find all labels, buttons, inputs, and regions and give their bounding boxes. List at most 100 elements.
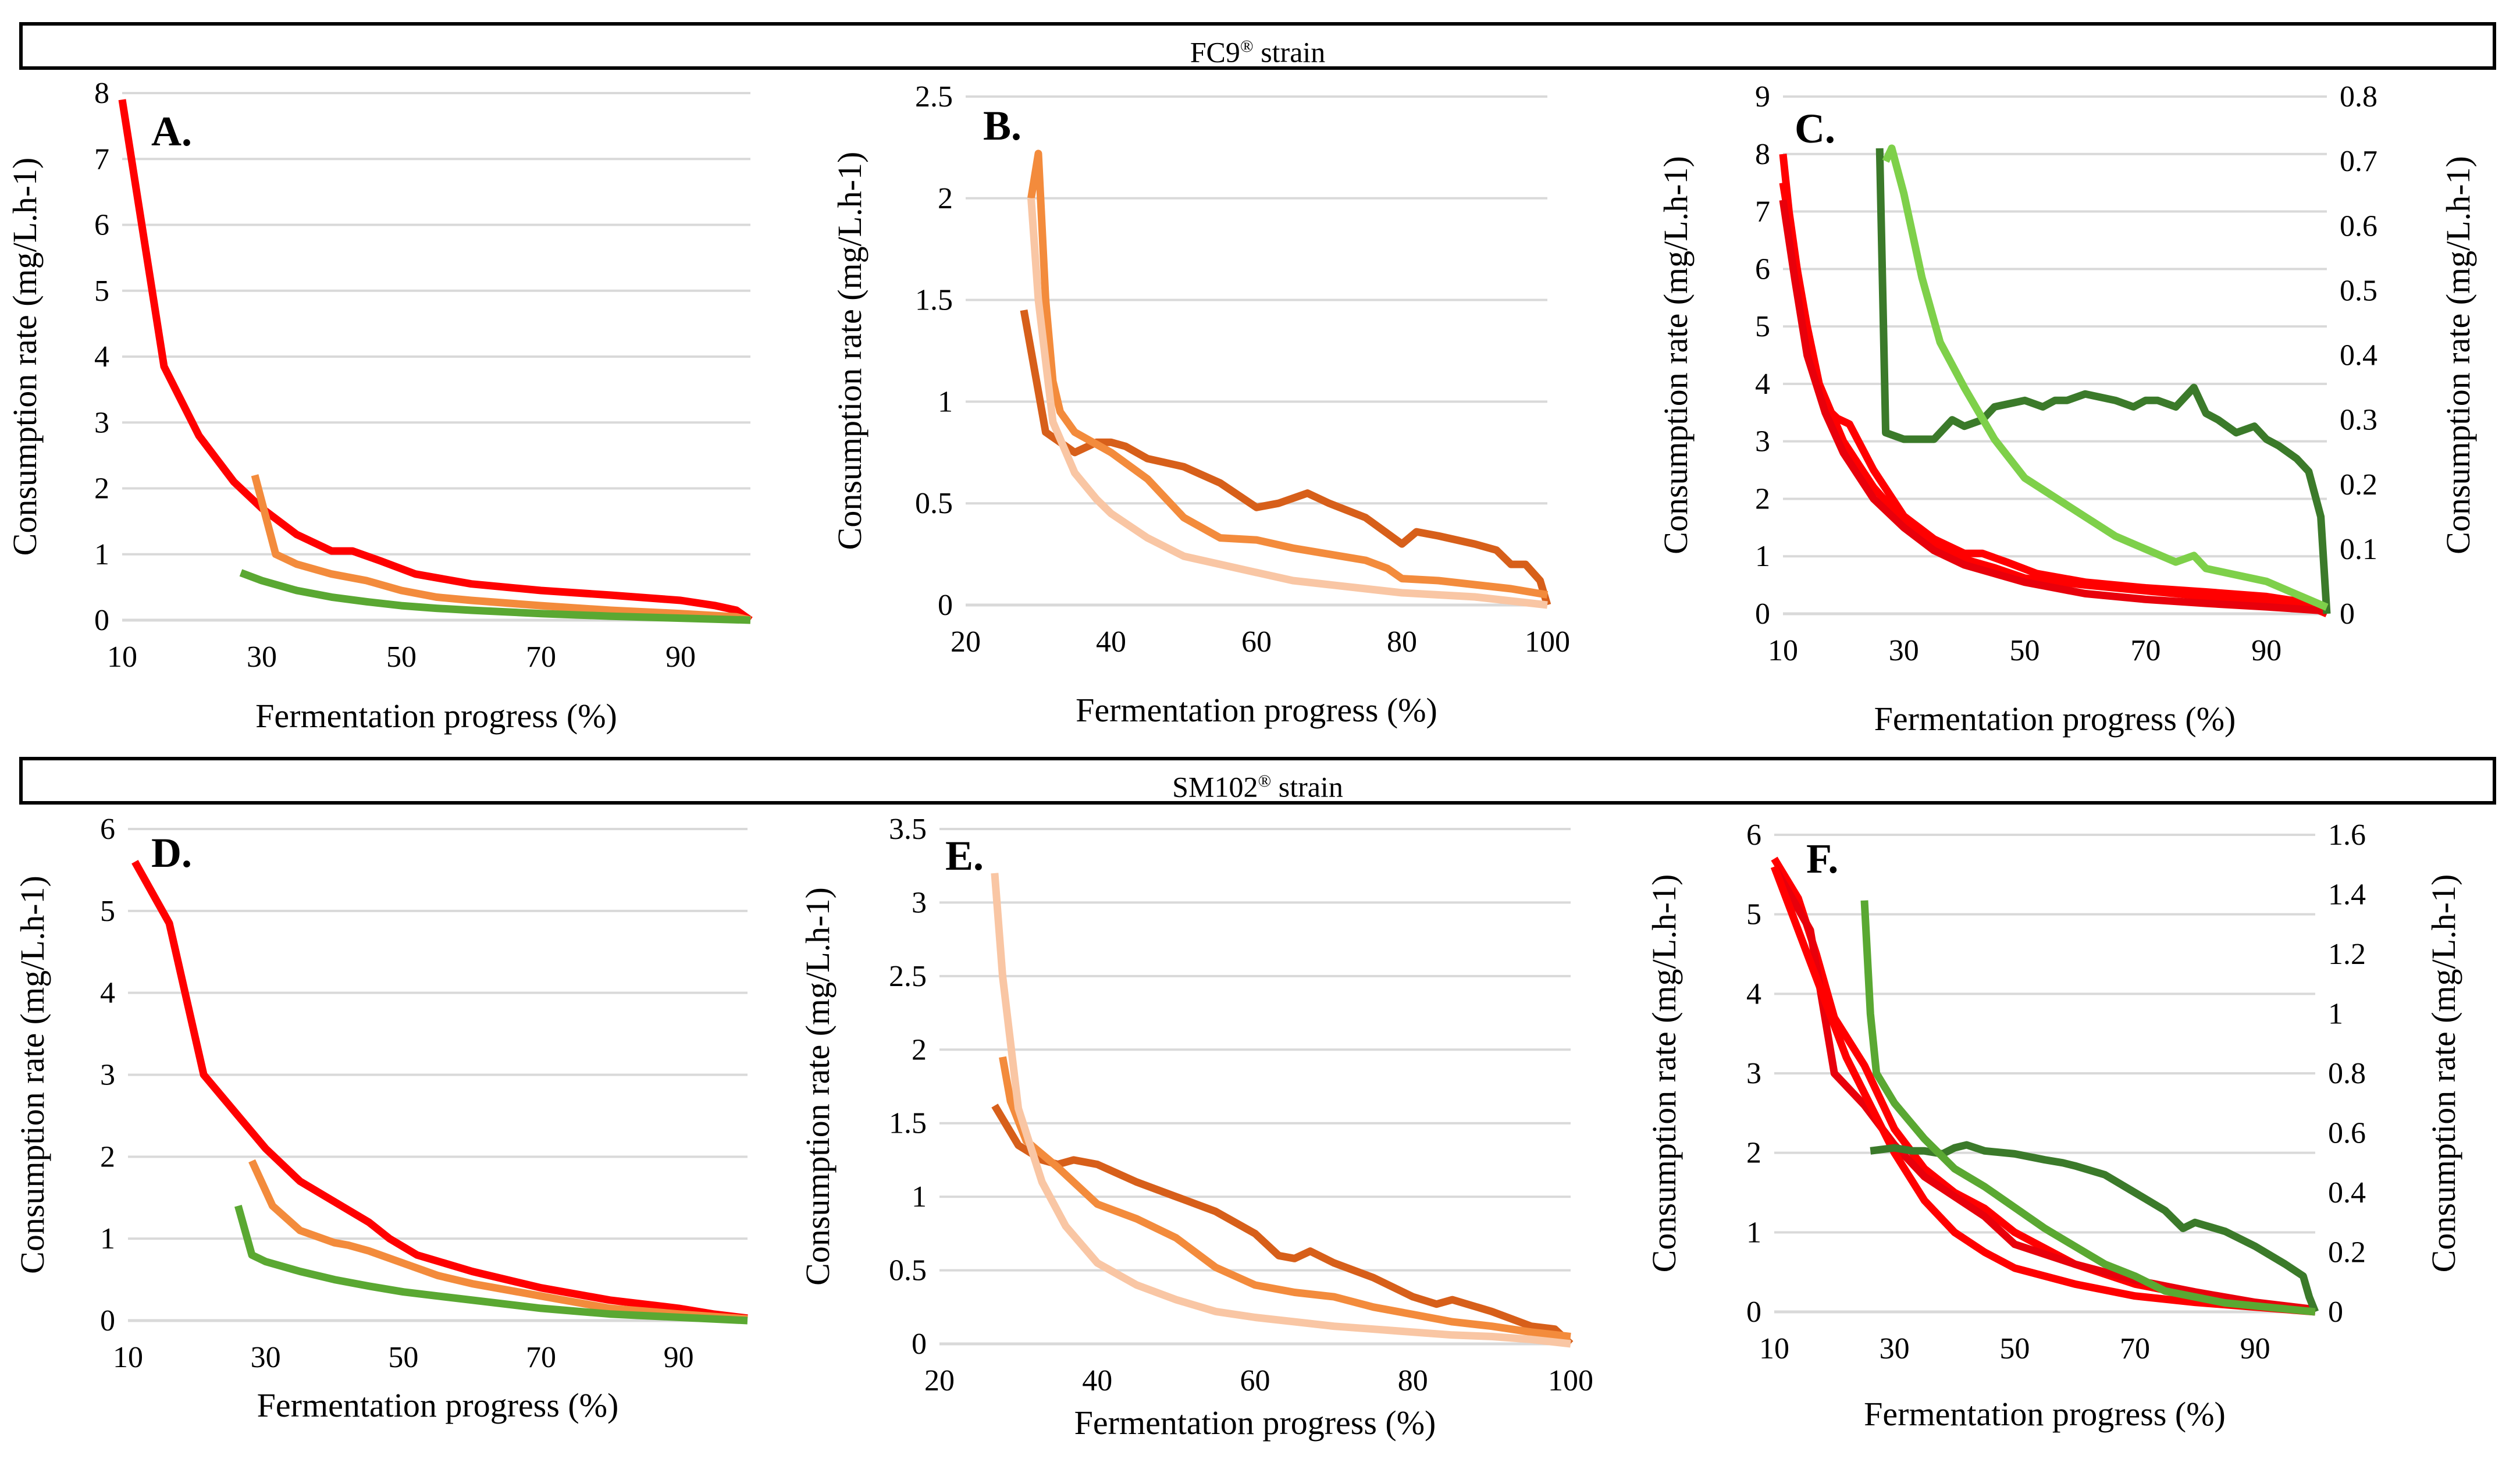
y-tick-label: 2 bbox=[912, 1033, 927, 1066]
y-tick-label: 1 bbox=[1755, 540, 1770, 573]
x-tick-label: 30 bbox=[251, 1341, 281, 1374]
y-axis-label: Consumption rate (mg/L.h-1) bbox=[1657, 156, 1695, 554]
x-tick-label: 100 bbox=[1525, 625, 1570, 659]
y-tick-label: 4 bbox=[1755, 368, 1770, 401]
y-tick-label: 1 bbox=[1746, 1216, 1761, 1249]
x-axis-label: Fermentation progress (%) bbox=[255, 697, 617, 735]
strain-banner-fc9: FC9® strain bbox=[19, 22, 2496, 70]
chart-panel-a: 0 1 2 3 4 5 6 7 8 10 30 50 70 90 Fermentation progress… bbox=[6, 77, 753, 735]
strain-banner-sm102: SM102® strain bbox=[19, 757, 2496, 805]
y-tick-label: 6 bbox=[1746, 819, 1761, 852]
series-line-green bbox=[1860, 900, 2316, 1316]
y-tick-label: 0 bbox=[1755, 597, 1770, 631]
series-line-light-orange bbox=[991, 873, 1571, 1348]
y2-axis-label: Consumption rate (mg/L.h-1) bbox=[2425, 874, 2462, 1273]
y-axis-label: Consumption rate (mg/L.h-1) bbox=[1645, 874, 1683, 1273]
y2-tick-label: 1.2 bbox=[2328, 938, 2366, 971]
x-tick-label: 100 bbox=[1548, 1364, 1593, 1397]
x-tick-label: 40 bbox=[1082, 1364, 1112, 1397]
x-axis-label: Fermentation progress (%) bbox=[1076, 691, 1437, 729]
y-tick-label: 2 bbox=[1755, 482, 1770, 515]
series-line-dark-orange bbox=[991, 1104, 1574, 1347]
y2-tick-label: 0.5 bbox=[2340, 274, 2377, 307]
chart-panel-e: 0 0.5 1 1.5 2 2.5 3 3.5 20 40 60 80 100 Fermentation … bbox=[799, 813, 1593, 1442]
y-tick-label: 4 bbox=[100, 977, 115, 1010]
x-axis-label: Fermentation progress (%) bbox=[257, 1386, 619, 1424]
registered-mark: ® bbox=[1258, 771, 1272, 791]
y-tick-label: 0 bbox=[100, 1304, 115, 1337]
y-tick-label: 0 bbox=[938, 589, 953, 622]
series-line-orange bbox=[999, 1056, 1571, 1340]
y-tick-label: 6 bbox=[1755, 252, 1770, 286]
series-line-red bbox=[118, 99, 753, 624]
y-tick-label: 1.5 bbox=[915, 284, 953, 317]
y2-axis-label: Consumption rate (mg/L.h-1) bbox=[2439, 156, 2477, 554]
strain-name: FC9 bbox=[1190, 35, 1240, 69]
y-tick-label: 3 bbox=[1755, 425, 1770, 458]
y2-tick-label: 0.3 bbox=[2340, 404, 2377, 437]
y-tick-label: 1 bbox=[100, 1222, 115, 1255]
y-axis-label: Consumption rate (mg/L.h-1) bbox=[831, 152, 869, 550]
y-tick-label: 5 bbox=[1746, 898, 1761, 931]
chart-panel-f: 0 1 2 3 4 5 6 0 0.2 0.4 0.6 0.8 1 1.2 1.4 1.6 10 30 50 70 90… bbox=[1645, 819, 2462, 1433]
x-tick-label: 70 bbox=[526, 1341, 556, 1374]
strain-suffix: strain bbox=[1253, 35, 1326, 69]
y2-tick-label: 1.6 bbox=[2328, 819, 2366, 852]
y-tick-label: 8 bbox=[94, 77, 109, 110]
y-tick-label: 1.5 bbox=[889, 1107, 927, 1140]
series-line-green bbox=[234, 1205, 748, 1325]
series-line-red-2 bbox=[1771, 864, 2316, 1314]
x-tick-label: 60 bbox=[1241, 625, 1272, 659]
x-tick-label: 90 bbox=[2240, 1332, 2270, 1365]
x-axis-label: Fermentation progress (%) bbox=[1874, 700, 2236, 738]
x-tick-label: 40 bbox=[1096, 625, 1126, 659]
y-tick-label: 3 bbox=[94, 406, 109, 439]
series-line-dark-orange bbox=[1020, 309, 1551, 606]
x-tick-label: 70 bbox=[526, 641, 556, 674]
y2-tick-label: 0.4 bbox=[2328, 1176, 2366, 1209]
series-line-orange bbox=[248, 1159, 748, 1323]
y-tick-label: 4 bbox=[94, 340, 109, 373]
x-tick-label: 10 bbox=[113, 1341, 143, 1374]
x-tick-label: 70 bbox=[2120, 1332, 2150, 1365]
y2-tick-label: 0.6 bbox=[2340, 209, 2377, 243]
x-tick-label: 50 bbox=[388, 1341, 418, 1374]
y-tick-label: 7 bbox=[94, 143, 109, 176]
y-axis-label: Consumption rate (mg/L.h-1) bbox=[6, 158, 44, 556]
y-tick-label: 3 bbox=[912, 886, 927, 919]
y-tick-label: 9 bbox=[1755, 80, 1770, 113]
x-tick-label: 50 bbox=[386, 641, 417, 674]
y-tick-label: 3.5 bbox=[889, 813, 927, 846]
x-tick-label: 50 bbox=[1999, 1332, 2030, 1365]
y2-tick-label: 0.4 bbox=[2340, 339, 2377, 372]
y-tick-label: 3 bbox=[100, 1059, 115, 1092]
y-tick-label: 0.5 bbox=[915, 487, 953, 520]
y-axis-label: Consumption rate (mg/L.h-1) bbox=[799, 887, 837, 1286]
x-tick-label: 50 bbox=[2010, 634, 2040, 667]
y-tick-label: 1 bbox=[912, 1180, 927, 1214]
y-tick-label: 1 bbox=[94, 538, 109, 571]
x-tick-label: 60 bbox=[1240, 1364, 1270, 1397]
x-tick-label: 20 bbox=[924, 1364, 955, 1397]
y2-tick-label: 1.4 bbox=[2328, 878, 2366, 912]
x-tick-label: 90 bbox=[664, 1341, 694, 1374]
series-line-light-green bbox=[1882, 144, 2329, 611]
y-axis-label: Consumption rate (mg/L.h-1) bbox=[13, 876, 51, 1274]
y-tick-label: 2 bbox=[94, 472, 109, 506]
panel-label: F. bbox=[1806, 835, 1838, 882]
x-tick-label: 90 bbox=[2251, 634, 2281, 667]
panel-label: A. bbox=[151, 108, 192, 155]
x-tick-label: 70 bbox=[2130, 634, 2160, 667]
y2-tick-label: 0.6 bbox=[2328, 1117, 2366, 1150]
x-tick-label: 80 bbox=[1398, 1364, 1428, 1397]
y2-tick-label: 0.2 bbox=[2340, 468, 2377, 501]
y2-tick-label: 0.1 bbox=[2340, 533, 2377, 566]
y-tick-label: 2 bbox=[100, 1140, 115, 1173]
x-tick-label: 30 bbox=[1880, 1332, 1910, 1365]
y2-tick-label: 0.2 bbox=[2328, 1236, 2366, 1269]
y2-tick-label: 0.8 bbox=[2340, 80, 2377, 113]
y-tick-label: 6 bbox=[94, 209, 109, 242]
y2-tick-label: 0 bbox=[2340, 597, 2355, 631]
